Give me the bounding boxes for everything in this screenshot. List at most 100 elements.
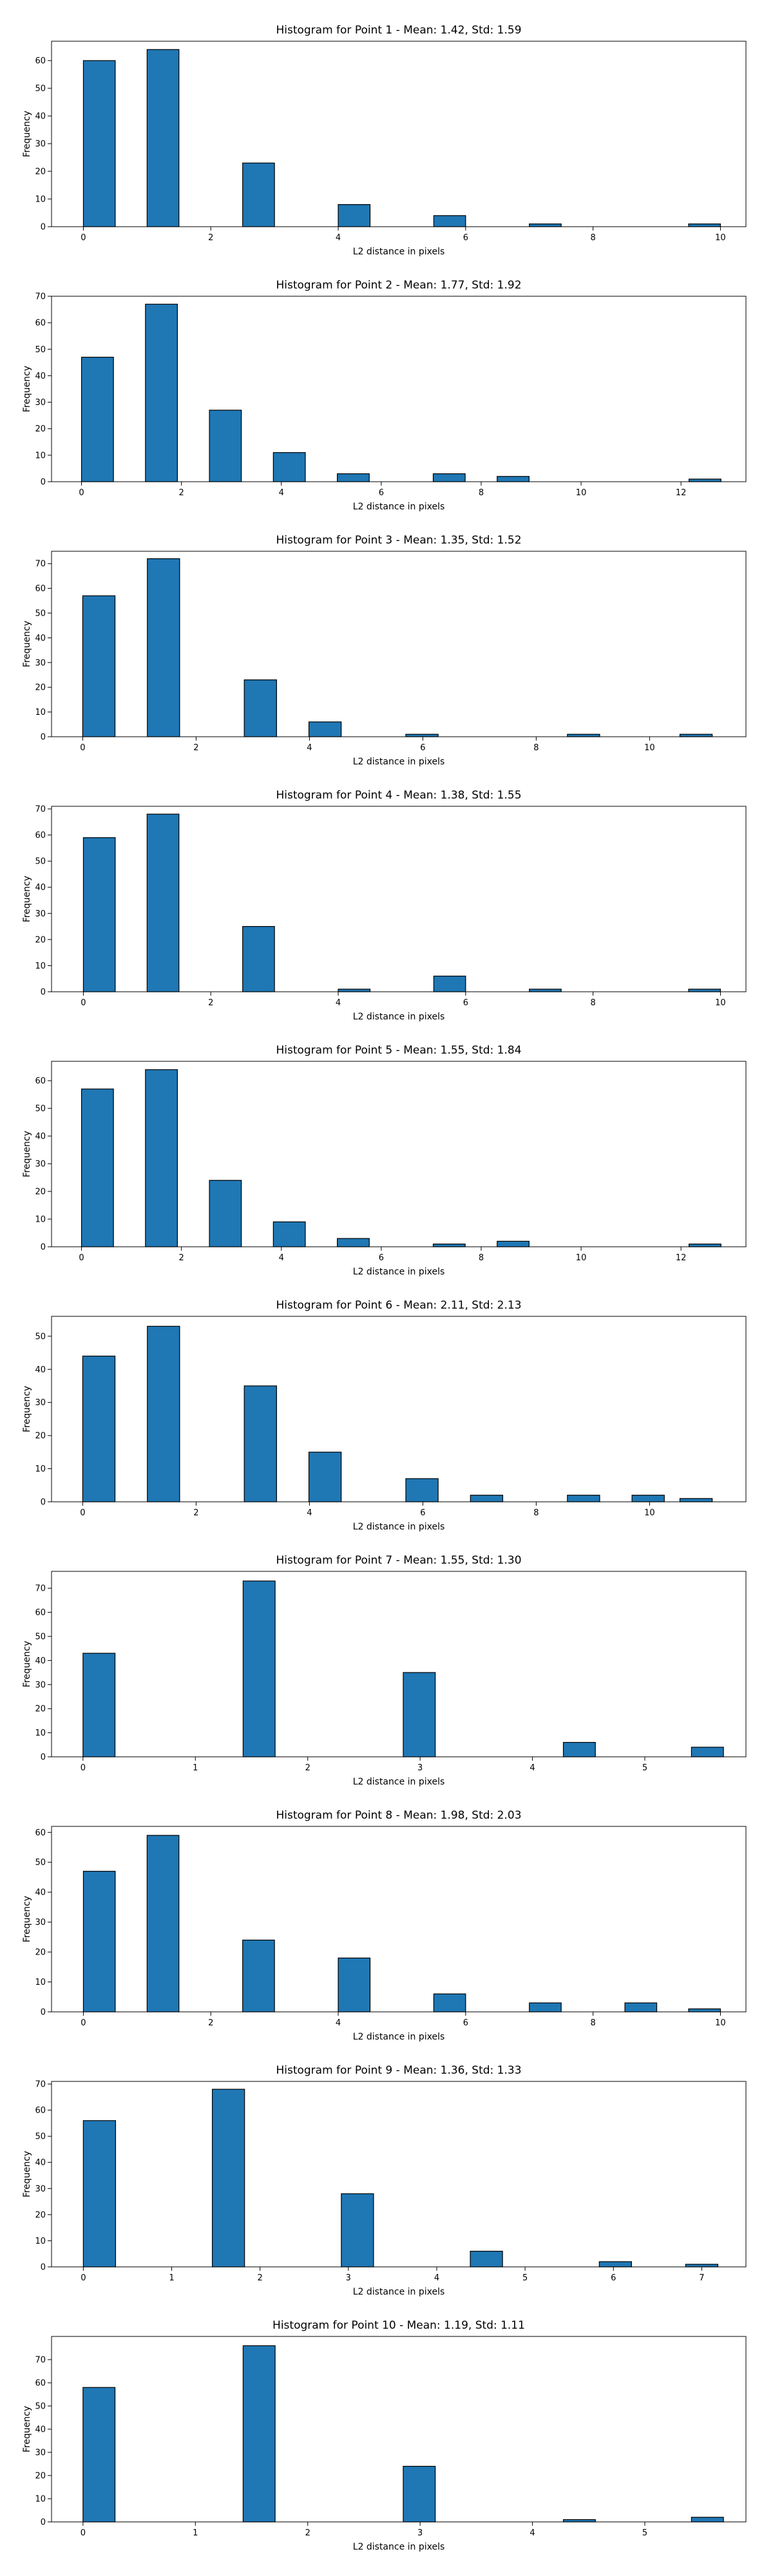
x-tick-label: 4: [279, 1253, 284, 1263]
x-tick-label: 10: [576, 488, 587, 498]
x-tick-label: 0: [81, 2528, 86, 2538]
x-tick-label: 6: [379, 488, 384, 498]
x-tick-label: 0: [81, 2018, 86, 2028]
y-tick-label: 10: [35, 961, 46, 971]
histogram-bar: [598, 2261, 632, 2268]
y-tick-label: 0: [41, 2008, 46, 2018]
x-axis-label: L2 distance in pixels: [353, 757, 445, 767]
histogram-bar: [82, 2120, 117, 2268]
histogram-bar: [338, 204, 371, 227]
y-tick-label: 20: [35, 1188, 46, 1197]
histogram-bar: [679, 734, 713, 737]
histogram-bar: [567, 1495, 600, 1502]
plot-area-frame: [51, 1061, 747, 1247]
y-tick-label: 50: [35, 345, 46, 355]
x-tick-label: 5: [522, 2273, 528, 2283]
x-tick-label: 4: [307, 743, 312, 753]
y-tick-label: 50: [35, 1104, 46, 1114]
x-tick-label: 6: [420, 743, 425, 753]
x-tick-label: 8: [479, 488, 484, 498]
histogram-bar: [341, 2193, 374, 2268]
x-tick-label: 8: [591, 233, 596, 243]
histogram-bar: [242, 2345, 276, 2523]
plot-area-frame: [51, 1316, 747, 1502]
y-tick-label: 40: [35, 1656, 46, 1666]
histogram-bar: [679, 1498, 713, 1502]
x-tick-label: 6: [463, 998, 468, 1008]
y-tick-label: 20: [35, 1705, 46, 1714]
histogram-bar: [82, 1356, 116, 1502]
histogram-bar: [82, 1653, 116, 1757]
histogram-bar: [338, 1957, 371, 2012]
histogram-panel-9: Histogram for Point 9 - Mean: 1.36, Std:…: [22, 2064, 747, 2297]
histogram-bar: [432, 473, 466, 482]
y-tick-label: 40: [35, 112, 46, 122]
x-tick-label: 2: [305, 2528, 310, 2538]
x-tick-label: 0: [80, 743, 85, 753]
y-axis-label: Frequency: [22, 876, 32, 922]
histogram-bar: [82, 60, 116, 227]
histogram-bar: [685, 2264, 719, 2268]
histogram-bar: [497, 1240, 530, 1247]
plot-area-frame: [51, 551, 747, 737]
histogram-bar: [308, 1452, 342, 1502]
x-tick-label: 0: [80, 1508, 85, 1518]
y-axis-label: Frequency: [22, 1896, 32, 1942]
histogram-bar: [82, 595, 116, 737]
x-tick-label: 6: [463, 2018, 468, 2028]
x-tick-label: 8: [591, 998, 596, 1008]
y-tick-label: 10: [35, 1978, 46, 1987]
x-axis-label: L2 distance in pixels: [353, 247, 445, 257]
y-tick-label: 40: [35, 1888, 46, 1898]
histogram-panel-5: Histogram for Point 5 - Mean: 1.55, Std:…: [22, 1044, 747, 1277]
y-tick-label: 50: [35, 609, 46, 619]
y-tick-label: 0: [41, 2518, 46, 2528]
x-tick-label: 2: [258, 2273, 263, 2283]
histogram-bar: [405, 1478, 439, 1502]
histogram-bar: [688, 223, 721, 227]
x-tick-label: 0: [81, 1763, 86, 1773]
x-tick-label: 4: [530, 2528, 535, 2538]
plot-area-frame: [51, 806, 747, 992]
x-tick-label: 5: [642, 2528, 647, 2538]
x-tick-label: 2: [208, 233, 213, 243]
chart-title: Histogram for Point 3 - Mean: 1.35, Std:…: [276, 534, 521, 547]
histogram-bar: [145, 1069, 178, 1247]
x-tick-label: 4: [434, 2273, 439, 2283]
x-tick-label: 12: [676, 488, 687, 498]
histogram-bar: [470, 2251, 503, 2268]
y-tick-label: 50: [35, 1858, 46, 1868]
histogram-bar: [433, 1993, 466, 2012]
x-axis-label: L2 distance in pixels: [353, 1012, 445, 1022]
histogram-bar: [145, 303, 178, 482]
x-tick-label: 3: [417, 1763, 423, 1773]
x-tick-label: 2: [305, 1763, 310, 1773]
y-tick-label: 60: [35, 584, 46, 594]
y-tick-label: 30: [35, 1398, 46, 1408]
histogram-bar: [337, 473, 370, 482]
y-tick-label: 60: [35, 1077, 46, 1086]
histogram-bar: [405, 734, 439, 737]
histogram-bar: [338, 989, 371, 992]
x-tick-label: 1: [169, 2273, 174, 2283]
histogram-bar: [146, 813, 180, 992]
y-tick-label: 60: [35, 57, 46, 66]
x-axis-label: L2 distance in pixels: [353, 1522, 445, 1532]
y-tick-label: 60: [35, 319, 46, 328]
x-tick-label: 10: [644, 743, 655, 753]
y-tick-label: 40: [35, 2158, 46, 2168]
y-tick-label: 40: [35, 634, 46, 643]
y-tick-label: 20: [35, 1948, 46, 1958]
x-tick-label: 0: [81, 233, 86, 243]
y-tick-label: 50: [35, 2132, 46, 2142]
y-tick-label: 20: [35, 1432, 46, 1441]
histogram-bar: [308, 721, 342, 737]
histogram-bar: [688, 1244, 721, 1247]
x-tick-label: 2: [178, 488, 184, 498]
histogram-bar: [337, 1238, 370, 1247]
y-tick-label: 60: [35, 2106, 46, 2116]
chart-title: Histogram for Point 6 - Mean: 2.11, Std:…: [276, 1299, 521, 1312]
histogram-bar: [562, 2519, 596, 2523]
histogram-bar: [242, 162, 275, 227]
